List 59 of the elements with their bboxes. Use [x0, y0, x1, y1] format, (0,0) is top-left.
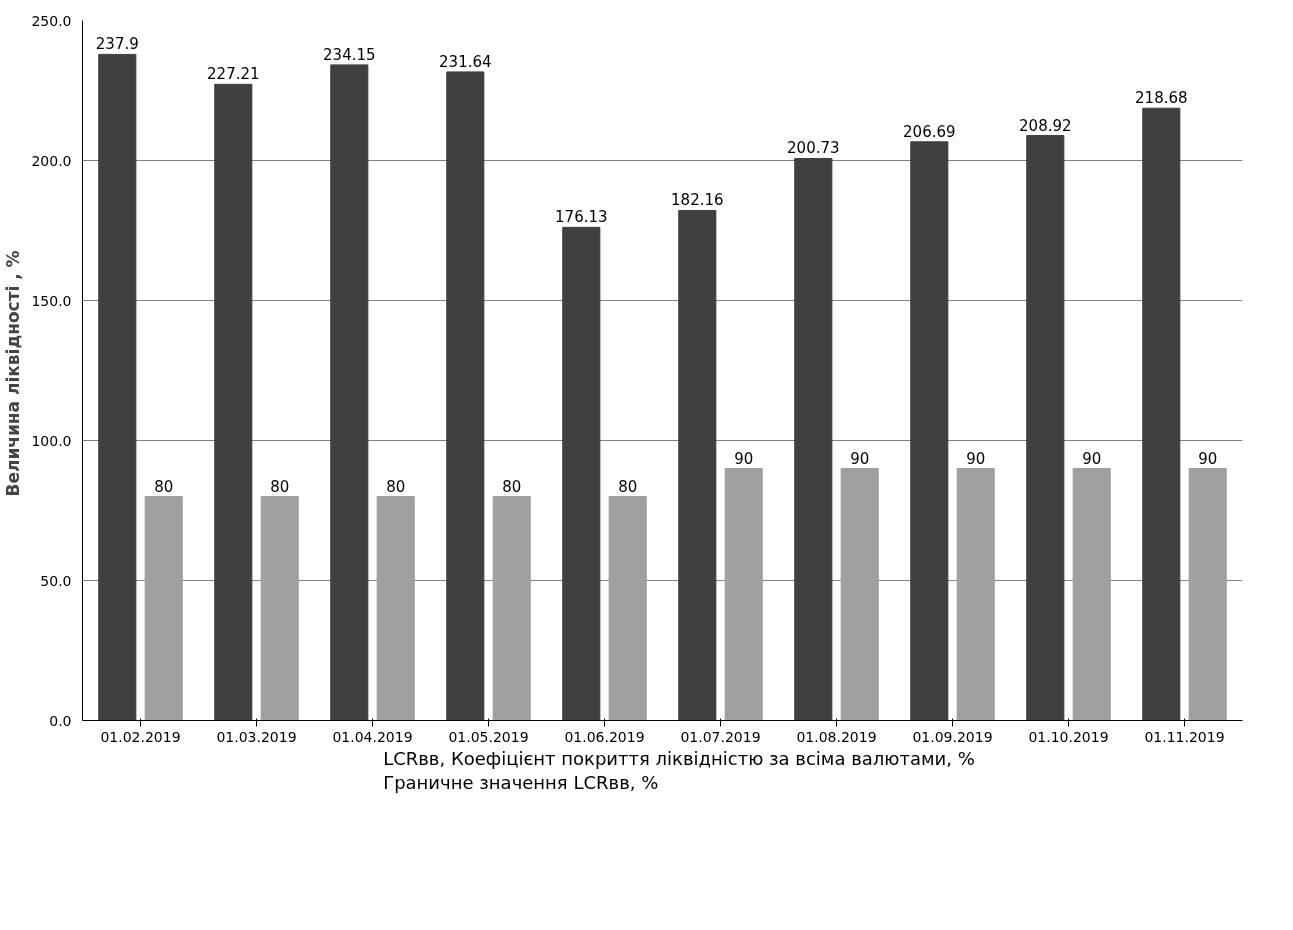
data-label: 237.9 [95, 35, 139, 54]
bar [1026, 135, 1065, 721]
data-label: 231.64 [439, 52, 492, 71]
data-label: 80 [270, 477, 290, 496]
data-label: 80 [502, 477, 522, 496]
x-tick-label: 01.10.2019 [1028, 728, 1109, 745]
data-label: 90 [966, 449, 986, 468]
y-tick-label: 100.0 [31, 432, 72, 449]
data-label: 80 [386, 477, 406, 496]
bar [1072, 468, 1111, 721]
bar [98, 53, 137, 721]
bar [608, 496, 647, 721]
bar [678, 209, 717, 721]
bar [144, 496, 183, 721]
bar [1188, 468, 1227, 721]
data-label: 90 [850, 449, 870, 468]
data-label: 80 [154, 477, 174, 496]
data-label: 90 [1198, 449, 1218, 468]
bar [330, 64, 369, 721]
x-tick-label: 01.05.2019 [448, 728, 529, 745]
bar [492, 496, 531, 721]
bar [956, 468, 995, 721]
bar [260, 496, 299, 721]
x-tick-label: 01.11.2019 [1144, 728, 1225, 745]
data-label: 206.69 [903, 122, 956, 141]
data-label: 90 [734, 449, 754, 468]
data-label: 234.15 [323, 45, 376, 64]
data-label: 90 [1082, 449, 1102, 468]
x-tick-label: 01.03.2019 [216, 728, 297, 745]
y-tick-label: 50.0 [40, 572, 72, 589]
data-label: 227.21 [207, 65, 260, 84]
text: Граничне значення LCRвв, % [383, 772, 659, 793]
y-tick-label: 150.0 [31, 292, 72, 309]
y-axis-title: Величина ліквідності , % [3, 250, 24, 497]
x-tick-label: 01.02.2019 [100, 728, 181, 745]
y-tick-label: 0.0 [49, 712, 72, 729]
x-tick-label: 01.09.2019 [912, 728, 993, 745]
bar [910, 141, 949, 721]
data-label: 176.13 [555, 208, 608, 227]
bar [794, 157, 833, 721]
data-label: 218.68 [1135, 89, 1188, 108]
y-tick-label: 200.0 [31, 152, 72, 169]
data-label: 182.16 [671, 191, 724, 210]
x-tick-label: 01.07.2019 [680, 728, 761, 745]
series-label: LCRвв, Коефіцієнт покриття ліквідністю за всіма валютами, % [383, 748, 975, 769]
bar [724, 468, 763, 721]
x-tick-label: 01.04.2019 [332, 728, 413, 745]
bar [446, 71, 485, 721]
data-label: 208.92 [1019, 116, 1072, 135]
bar [840, 468, 879, 721]
bar [562, 226, 601, 721]
x-tick-label: 01.08.2019 [796, 728, 877, 745]
data-label: 80 [618, 477, 638, 496]
bar [1142, 107, 1181, 721]
x-tick-label: 01.06.2019 [564, 728, 645, 745]
y-tick-label: 250.0 [31, 12, 72, 29]
bar [376, 496, 415, 721]
bar [214, 83, 253, 721]
data-label: 200.73 [787, 139, 840, 158]
